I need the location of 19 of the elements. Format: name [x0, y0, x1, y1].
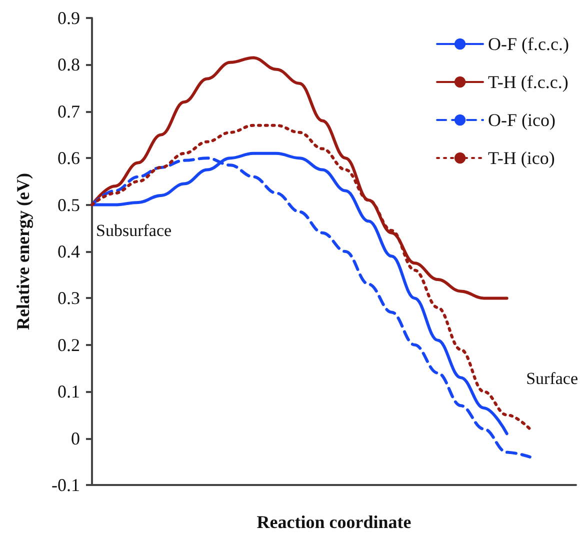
y-tick-label: -0.1: [52, 475, 80, 495]
y-tick-label: 0.8: [58, 54, 80, 75]
y-tick-label: 0.2: [58, 334, 80, 355]
legend-label: T-H (ico): [488, 148, 555, 168]
y-tick-label: 0.5: [58, 194, 80, 215]
y-tick-label: 0.1: [58, 382, 80, 402]
legend-label: O-F (f.c.c.): [488, 34, 570, 54]
y-tick-label: 0.4: [58, 242, 80, 262]
y-tick-label: 0: [71, 428, 80, 448]
y-tick-label: 0.7: [58, 101, 80, 122]
y-tick-label: 0.3: [58, 288, 80, 308]
y-tick-label: 0.6: [58, 148, 80, 168]
legend-label: O-F (ico): [488, 110, 556, 130]
x-axis-title: Reaction coordinate: [256, 512, 412, 532]
y-tick-label: 0.9: [58, 8, 80, 28]
legend-label: T-H (f.c.c.): [488, 72, 568, 92]
annotation: Subsurface: [96, 221, 172, 240]
y-axis-title: Relative energy (eV): [13, 173, 33, 330]
annotation: Surface: [526, 369, 578, 388]
